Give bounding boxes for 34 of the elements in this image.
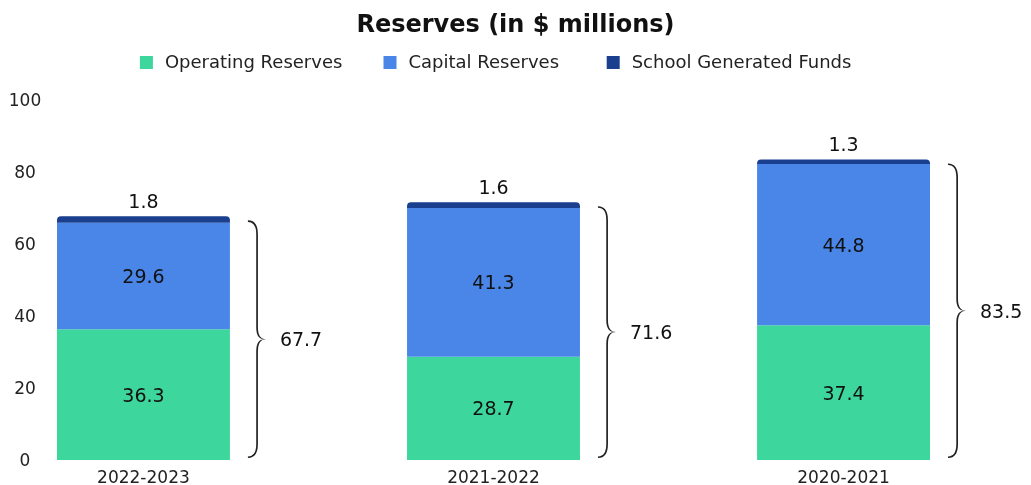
y-tick-label: 60 (14, 234, 36, 254)
data-label: 44.8 (822, 233, 865, 256)
bar (57, 222, 230, 330)
total-label: 67.7 (279, 328, 323, 351)
legend-label: Operating Reserves (164, 51, 343, 72)
y-tick-label: 100 (8, 90, 42, 110)
total-label: 83.5 (980, 299, 1023, 322)
total-label: 71.6 (629, 321, 673, 344)
x-tick-label: 2020-2021 (797, 467, 890, 485)
legend-label: Capital Reserves (408, 51, 560, 72)
bar (57, 216, 230, 223)
bar (407, 356, 580, 460)
y-tick-label: 40 (14, 306, 36, 326)
bar (757, 159, 930, 165)
data-label: 1.6 (478, 176, 509, 199)
y-tick-label: 80 (14, 162, 36, 182)
data-label: 36.3 (122, 383, 165, 406)
bar (407, 208, 580, 357)
bar (57, 329, 230, 460)
data-label: 28.7 (472, 397, 515, 420)
y-tick-label: 20 (14, 378, 36, 398)
data-label: 1.8 (128, 190, 159, 213)
legend-label: School Generated Funds (631, 51, 852, 72)
bar (757, 325, 930, 460)
chart-title: Reserves (in $ millions) (356, 10, 675, 38)
data-label: 29.6 (122, 265, 165, 288)
data-label: 1.3 (828, 133, 859, 156)
bar (407, 202, 580, 208)
y-tick-label: 0 (19, 450, 31, 470)
x-tick-label: 2021-2022 (447, 467, 540, 485)
bar (757, 164, 930, 326)
x-tick-label: 2022-2023 (97, 467, 190, 485)
data-label: 37.4 (822, 381, 865, 404)
data-label: 41.3 (472, 271, 515, 294)
